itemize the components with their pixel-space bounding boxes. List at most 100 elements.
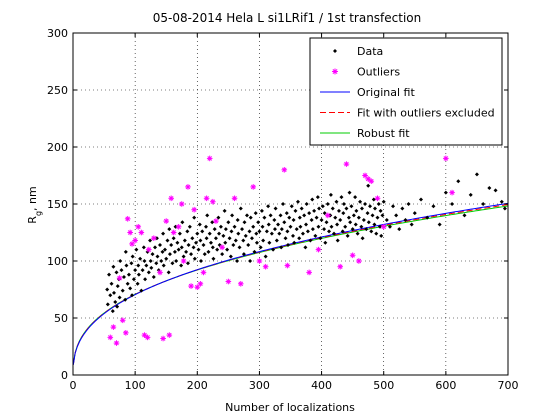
data-point — [130, 293, 135, 298]
data-point — [300, 231, 305, 236]
data-point — [320, 204, 325, 209]
data-point — [370, 213, 375, 218]
data-point — [293, 208, 298, 213]
outlier-point — [166, 332, 173, 338]
outlier-point — [206, 155, 213, 162]
data-point — [232, 224, 237, 229]
y-tick-label: 200 — [47, 141, 68, 154]
data-point — [115, 284, 120, 289]
data-point — [329, 224, 334, 229]
data-point — [105, 287, 110, 292]
data-point — [172, 249, 177, 254]
outlier-point — [337, 263, 344, 270]
data-point — [273, 206, 278, 211]
data-point — [462, 213, 467, 218]
data-point — [341, 211, 346, 216]
data-point — [384, 217, 389, 222]
data-point — [135, 281, 140, 286]
data-points — [105, 172, 507, 314]
y-tick-label: 100 — [47, 255, 68, 268]
y-axis-label-main: R — [26, 216, 39, 224]
data-point — [397, 227, 402, 232]
data-point — [254, 240, 259, 245]
outlier-point — [237, 281, 244, 287]
data-point — [112, 290, 117, 295]
data-point — [154, 261, 159, 266]
data-point — [223, 240, 228, 245]
outlier-point — [116, 275, 123, 281]
data-point — [318, 236, 323, 241]
data-point — [297, 215, 302, 220]
data-point — [387, 224, 392, 229]
data-point — [117, 295, 122, 300]
outlier-point — [132, 237, 138, 244]
outlier-point — [188, 283, 194, 289]
data-point — [114, 270, 119, 275]
data-point — [381, 199, 386, 204]
data-point — [266, 222, 271, 227]
legend-label-fit-excluded: Fit with outliers excluded — [357, 107, 495, 120]
data-point — [233, 238, 238, 243]
data-point — [499, 199, 504, 204]
data-point — [161, 231, 166, 236]
data-point — [456, 179, 461, 184]
data-point — [108, 293, 113, 298]
outlier-point — [113, 340, 120, 346]
data-point — [308, 238, 313, 243]
data-point — [202, 252, 207, 257]
data-point — [125, 281, 130, 286]
outlier-point — [374, 195, 381, 202]
data-point — [231, 243, 236, 248]
data-point — [179, 263, 184, 268]
outlier-point — [449, 189, 455, 196]
legend-label-original-fit: Original fit — [357, 86, 415, 99]
outlier-point — [256, 258, 263, 264]
data-point — [356, 215, 361, 220]
data-point — [403, 217, 408, 222]
data-point — [251, 224, 256, 229]
y-axis-label: Rg, nm — [26, 186, 43, 223]
data-point — [242, 220, 247, 225]
data-point — [317, 206, 322, 211]
outlier-point — [219, 244, 225, 251]
data-point — [213, 236, 218, 241]
data-point — [340, 229, 345, 234]
data-point — [262, 215, 267, 220]
outlier-point — [157, 269, 163, 276]
data-point — [121, 274, 126, 279]
data-point — [208, 240, 213, 245]
outlier-point — [180, 258, 187, 264]
data-point — [241, 238, 246, 243]
data-point — [140, 268, 145, 273]
data-point — [119, 268, 124, 273]
data-point — [128, 286, 133, 291]
data-point — [314, 215, 319, 220]
data-point — [328, 192, 333, 197]
data-point — [170, 261, 175, 266]
data-point — [148, 259, 153, 263]
x-tick-label: 400 — [311, 379, 332, 392]
tick-marks — [72, 32, 509, 376]
data-point — [236, 231, 241, 236]
data-point — [335, 238, 340, 243]
data-point — [136, 272, 141, 277]
data-point — [204, 236, 209, 241]
y-axis-label-unit: , nm — [26, 186, 39, 211]
data-point — [245, 213, 249, 218]
data-point — [481, 202, 486, 206]
data-point — [378, 208, 383, 213]
data-point — [339, 195, 344, 200]
data-point — [324, 220, 329, 225]
data-point — [394, 213, 399, 218]
data-point — [350, 227, 355, 232]
data-point — [319, 217, 324, 222]
data-point — [375, 215, 380, 220]
data-point — [322, 211, 327, 216]
outlier-point — [123, 330, 129, 336]
data-point — [175, 240, 180, 245]
data-point — [205, 213, 210, 218]
data-point — [167, 227, 172, 232]
data-point — [115, 304, 120, 309]
data-point — [248, 215, 253, 220]
